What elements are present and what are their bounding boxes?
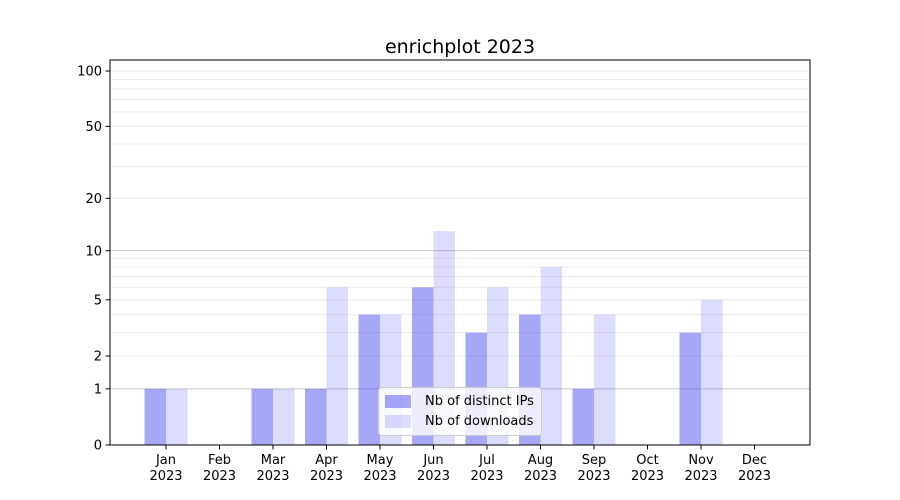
y-tick-label: 20 xyxy=(85,192,102,207)
x-tick-label-year: 2023 xyxy=(738,469,771,484)
x-tick-label-year: 2023 xyxy=(524,469,557,484)
bar-downloads-nov xyxy=(701,299,723,445)
legend-swatch-distinct-ips xyxy=(385,394,411,408)
legend-item-downloads: Nb of downloads xyxy=(385,413,537,431)
x-tick-label-month: Aug xyxy=(528,453,553,468)
x-tick-label-month: Apr xyxy=(315,453,338,468)
gridlines-layer xyxy=(110,70,810,390)
x-tick-label-year: 2023 xyxy=(631,469,664,484)
bar-distinct-ips-jan xyxy=(144,388,166,445)
bar-downloads-sep xyxy=(594,314,616,445)
x-tick-label-year: 2023 xyxy=(470,469,503,484)
legend-label-distinct-ips: Nb of distinct IPs xyxy=(425,393,534,409)
x-tick-label-year: 2023 xyxy=(577,469,610,484)
chart-title: enrichplot 2023 xyxy=(385,36,535,58)
legend-swatch-downloads xyxy=(385,415,411,429)
x-tick-label-year: 2023 xyxy=(203,469,236,484)
x-tick-label-year: 2023 xyxy=(363,469,396,484)
y-tick-label: 0 xyxy=(94,439,102,454)
axes-layer: 1005020105210Jan2023Feb2023Mar2023Apr202… xyxy=(77,59,811,484)
x-tick-label-year: 2023 xyxy=(684,469,717,484)
bar-distinct-ips-apr xyxy=(305,388,327,445)
y-tick-label: 10 xyxy=(85,244,102,259)
y-tick-label: 5 xyxy=(94,293,102,308)
x-tick-label-month: Jun xyxy=(422,453,443,468)
x-tick-label-month: Sep xyxy=(582,453,607,468)
bar-downloads-apr xyxy=(326,287,348,445)
x-tick-label-month: Jul xyxy=(478,453,495,468)
bar-distinct-ips-sep xyxy=(572,388,594,445)
bar-distinct-ips-may xyxy=(358,314,380,445)
x-tick-label-month: Oct xyxy=(636,453,658,468)
bar-downloads-mar xyxy=(273,388,295,445)
x-tick-label-month: May xyxy=(367,453,394,468)
y-tick-label: 1 xyxy=(94,383,102,398)
x-tick-label-year: 2023 xyxy=(149,469,182,484)
x-tick-label-year: 2023 xyxy=(417,469,450,484)
plot-frame xyxy=(109,59,811,446)
x-tick-label-month: Feb xyxy=(208,453,231,468)
x-tick-label-year: 2023 xyxy=(310,469,343,484)
bar-distinct-ips-mar xyxy=(251,388,273,445)
bar-downloads-jan xyxy=(166,388,188,445)
legend-item-distinct-ips: Nb of distinct IPs xyxy=(385,392,537,410)
x-tick-label-month: Dec xyxy=(742,453,767,468)
bar-downloads-aug xyxy=(540,266,562,445)
legend: Nb of distinct IPs Nb of downloads xyxy=(378,387,542,436)
y-tick-label: 50 xyxy=(85,120,102,135)
y-tick-label: 100 xyxy=(77,65,102,80)
legend-label-downloads: Nb of downloads xyxy=(425,414,534,430)
x-tick-label-month: Mar xyxy=(261,453,286,468)
x-tick-label-month: Jan xyxy=(155,453,176,468)
x-tick-label-month: Nov xyxy=(688,453,714,468)
y-tick-label: 2 xyxy=(94,350,102,365)
x-tick-label-year: 2023 xyxy=(256,469,289,484)
bar-distinct-ips-nov xyxy=(679,332,701,445)
